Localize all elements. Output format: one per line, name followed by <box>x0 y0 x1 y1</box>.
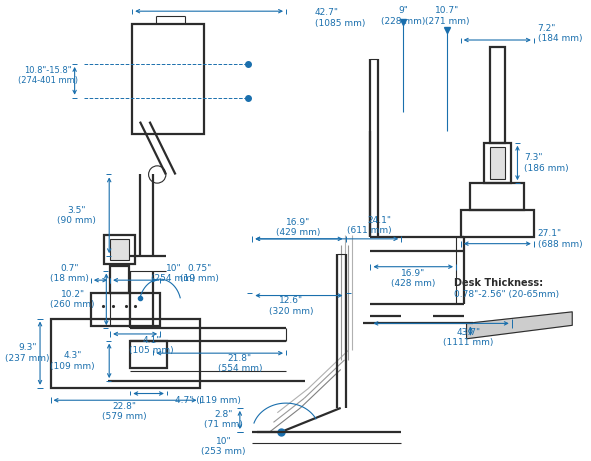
Bar <box>489 147 505 179</box>
Text: 16.9"
(429 mm): 16.9" (429 mm) <box>276 218 321 237</box>
Text: 4.1"
(105 mm): 4.1" (105 mm) <box>129 336 174 355</box>
Text: 10.7"
(271 mm): 10.7" (271 mm) <box>425 6 470 26</box>
Text: 9.3"
(237 mm): 9.3" (237 mm) <box>5 343 50 363</box>
Bar <box>131 341 167 367</box>
Bar <box>91 293 160 326</box>
Text: 9"
(228 mm): 9" (228 mm) <box>381 6 426 26</box>
Text: 10.2"
(260 mm): 10.2" (260 mm) <box>50 290 95 309</box>
Bar <box>470 183 524 210</box>
Text: 10"
(253 mm): 10" (253 mm) <box>202 437 246 456</box>
Bar <box>489 47 505 143</box>
Text: Desk Thickness:: Desk Thickness: <box>454 278 543 288</box>
Text: 7.3"
(186 mm): 7.3" (186 mm) <box>524 153 569 173</box>
Text: 21.8"
(554 mm): 21.8" (554 mm) <box>217 354 262 373</box>
Text: 4.3"
(109 mm): 4.3" (109 mm) <box>50 351 95 371</box>
Bar <box>132 24 204 134</box>
Text: 0.75"
(19 mm): 0.75" (19 mm) <box>180 264 219 283</box>
Text: 10.8"-15.8"
(274-401 mm): 10.8"-15.8" (274-401 mm) <box>18 66 78 85</box>
Text: 22.8"
(579 mm): 22.8" (579 mm) <box>102 402 147 421</box>
Text: 10"
(254 mm): 10" (254 mm) <box>151 264 196 283</box>
Text: 4.7" (119 mm): 4.7" (119 mm) <box>176 396 241 405</box>
Text: 2.8"
(71 mm): 2.8" (71 mm) <box>204 410 243 429</box>
Text: 24.1"
(611 mm): 24.1" (611 mm) <box>347 216 392 235</box>
Text: 7.2"
(184 mm): 7.2" (184 mm) <box>538 24 582 43</box>
Text: 0.78"-2.56" (20-65mm): 0.78"-2.56" (20-65mm) <box>454 290 559 299</box>
Polygon shape <box>466 312 572 339</box>
Text: 42.7"
(1085 mm): 42.7" (1085 mm) <box>315 8 365 28</box>
Bar <box>110 266 129 293</box>
Text: 3.5"
(90 mm): 3.5" (90 mm) <box>57 206 96 225</box>
Text: 16.9"
(428 mm): 16.9" (428 mm) <box>391 269 435 288</box>
Text: 27.1"
(688 mm): 27.1" (688 mm) <box>538 229 582 248</box>
Bar <box>110 239 129 260</box>
Text: 0.7"
(18 mm): 0.7" (18 mm) <box>50 264 89 283</box>
Text: 12.6"
(320 mm): 12.6" (320 mm) <box>268 296 313 316</box>
Text: 43.7"
(1111 mm): 43.7" (1111 mm) <box>443 328 493 348</box>
Bar <box>461 210 534 237</box>
Bar <box>51 319 200 388</box>
Bar <box>105 235 135 264</box>
Bar <box>484 143 511 183</box>
